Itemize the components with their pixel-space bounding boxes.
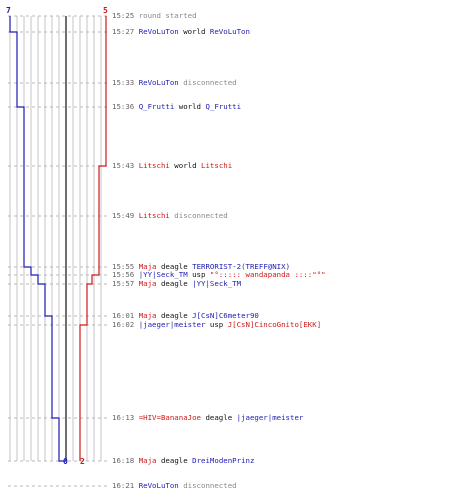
blue-player-name: ReVoLuTon <box>209 27 250 36</box>
log-text: usp <box>187 270 210 279</box>
log-entry: 15:56 |YY|Seck_TM usp "°::::: wandapanda… <box>112 270 326 279</box>
blue-player-name: |jaeger|meister <box>236 413 304 422</box>
log-entry: 16:02 |jaeger|meister usp J[CsN]CincoGni… <box>112 320 321 329</box>
log-text: disconnected <box>178 481 237 490</box>
log-entry: 15:43 Litschi world Litschi <box>112 161 232 170</box>
log-time: 16:18 <box>112 456 139 465</box>
log-entry: 16:13 =HIV=BananaJoe deagle |jaeger|meis… <box>112 413 303 422</box>
log-text: disconnected <box>178 78 237 87</box>
log-entry: 15:33 ReVoLuTon disconnected <box>112 78 237 87</box>
grid-lines <box>9 16 102 461</box>
blue-start-score: 7 <box>6 6 11 15</box>
log-text: deagle <box>156 262 193 271</box>
log-time: 15:49 <box>112 211 139 220</box>
log-time: 16:21 <box>112 481 139 490</box>
red-player-name: Litschi <box>138 161 170 170</box>
blue-player-name: |YY|Seck_TM <box>192 279 242 288</box>
log-time: 15:25 <box>112 11 139 20</box>
log-time: 15:56 <box>112 270 139 279</box>
log-time: 15:55 <box>112 262 139 271</box>
blue-player-name: |YY|Seck_TM <box>138 270 188 279</box>
red-player-name: Maja <box>138 279 157 288</box>
log-time: 15:57 <box>112 279 139 288</box>
log-time: 15:36 <box>112 102 139 111</box>
log-entry: 15:25 round started <box>112 11 197 20</box>
blue-team-line <box>9 16 66 462</box>
log-time: 15:33 <box>112 78 139 87</box>
blue-end-score: 0 <box>63 457 68 466</box>
log-entry: 15:57 Maja deagle |YY|Seck_TM <box>112 279 241 288</box>
blue-player-name: TERRORIST-2(TREFF@NIX) <box>192 262 291 271</box>
log-text: world <box>178 27 210 36</box>
log-entry: 15:36 Q_Frutti world Q_Frutti <box>112 102 241 111</box>
log-text: deagle <box>156 456 193 465</box>
blue-player-name: J[CsN]C6meter90 <box>192 311 259 320</box>
log-text: world <box>174 102 206 111</box>
log-time: 16:01 <box>112 311 139 320</box>
red-player-name: Litschi <box>201 161 233 170</box>
blue-player-name: ReVoLuTon <box>138 481 179 490</box>
blue-player-name: ReVoLuTon <box>138 78 179 87</box>
log-text: round started <box>138 11 197 20</box>
log-time: 16:02 <box>112 320 139 329</box>
blue-player-name: Q_Frutti <box>138 102 175 111</box>
log-text: deagle <box>156 311 193 320</box>
log-text: usp <box>205 320 228 329</box>
red-team-line <box>79 16 107 461</box>
red-player-name: =HIV=BananaJoe <box>138 413 201 422</box>
log-time: 15:27 <box>112 27 139 36</box>
blue-player-name: DreiModenPrinz <box>192 456 255 465</box>
log-text: disconnected <box>169 211 228 220</box>
blue-player-name: ReVoLuTon <box>138 27 179 36</box>
red-player-name: Maja <box>138 311 157 320</box>
red-player-name: Maja <box>138 262 157 271</box>
log-entry: 16:01 Maja deagle J[CsN]C6meter90 <box>112 311 259 320</box>
red-end-score: 2 <box>80 457 85 466</box>
red-player-name: J[CsN]CincoGnito[EKK] <box>227 320 322 329</box>
log-text: deagle <box>156 279 193 288</box>
blue-player-name: Q_Frutti <box>205 102 242 111</box>
log-entry: 15:27 ReVoLuTon world ReVoLuTon <box>112 27 250 36</box>
log-time: 16:13 <box>112 413 139 422</box>
log-entry: 15:55 Maja deagle TERRORIST-2(TREFF@NIX) <box>112 262 290 271</box>
red-player-name: "°::::: wandapanda ::::"°" <box>209 270 326 279</box>
log-entry: 16:21 ReVoLuTon disconnected <box>112 481 237 490</box>
log-time: 15:43 <box>112 161 139 170</box>
red-start-score: 5 <box>103 6 108 15</box>
log-entry: 16:18 Maja deagle DreiModenPrinz <box>112 456 254 465</box>
red-player-name: Maja <box>138 456 157 465</box>
red-player-name: Litschi <box>138 211 170 220</box>
log-entry: 15:49 Litschi disconnected <box>112 211 228 220</box>
log-text: world <box>169 161 202 170</box>
blue-player-name: |jaeger|meister <box>138 320 206 329</box>
log-text: deagle <box>201 413 237 422</box>
